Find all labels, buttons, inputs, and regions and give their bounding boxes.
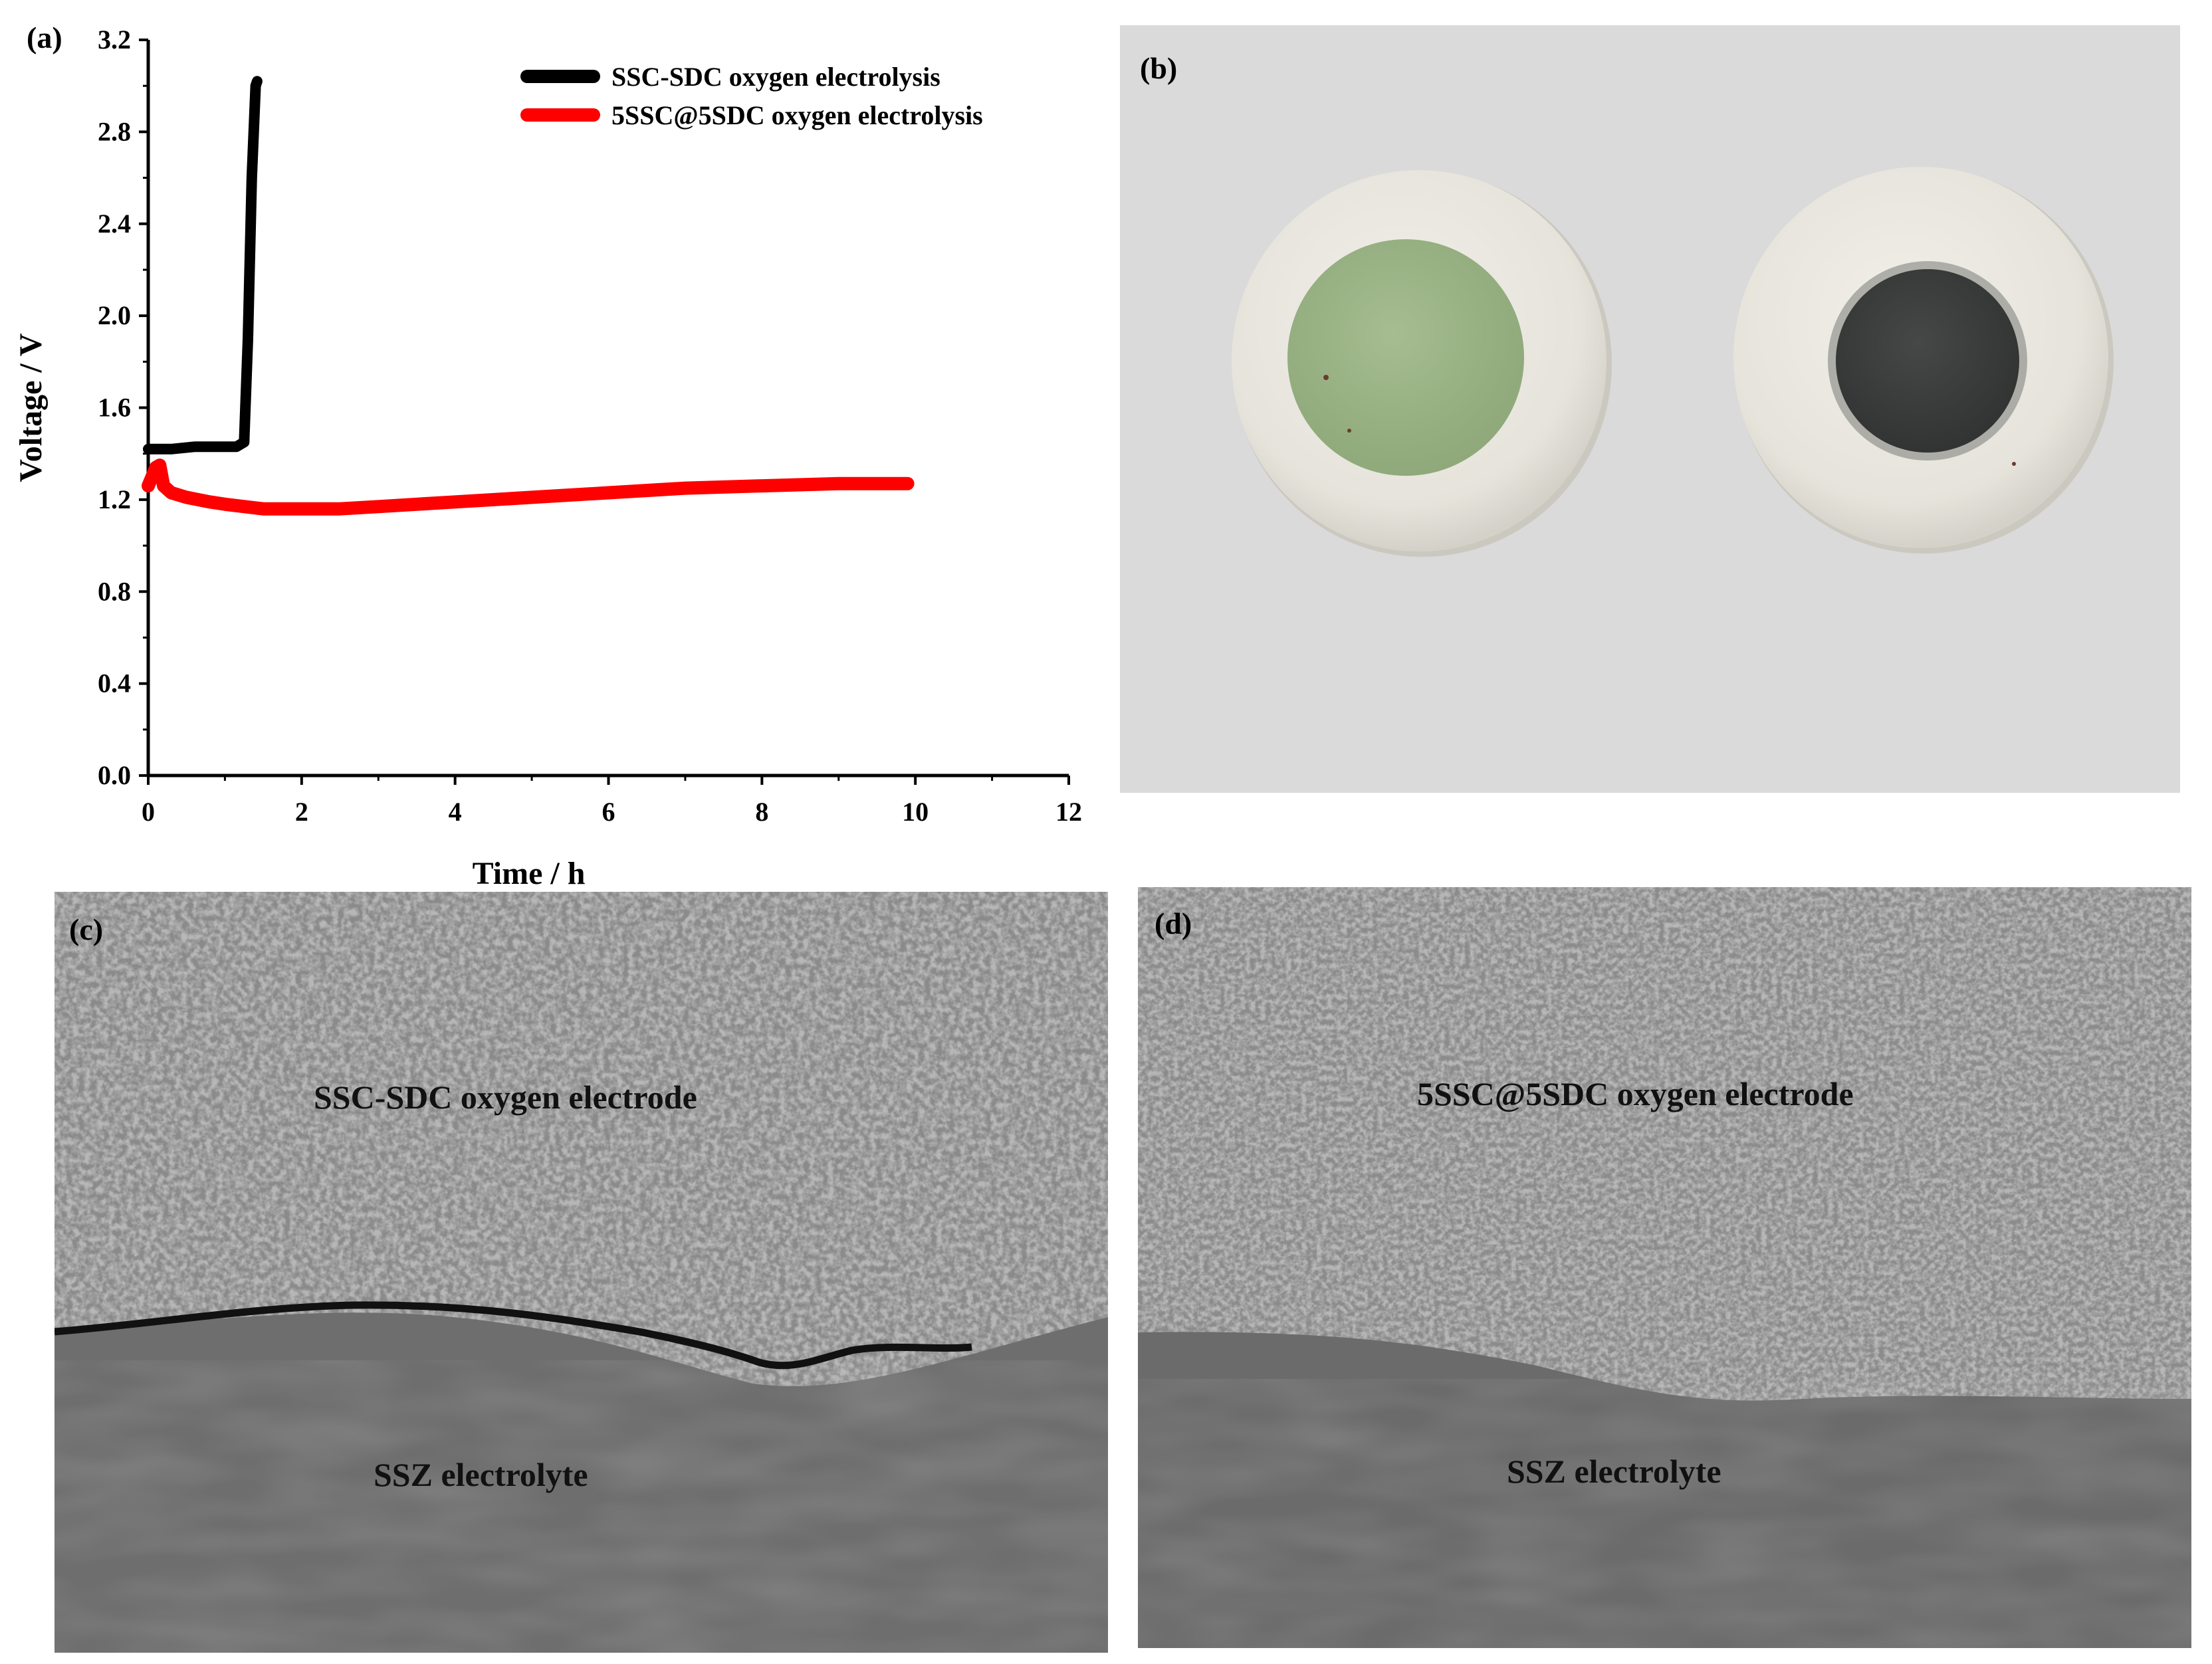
- legend-label-1: SSC-SDC oxygen electrolysis: [611, 62, 940, 92]
- panel-d-label: (d): [1155, 906, 1192, 940]
- x-tick-label: 0: [142, 797, 155, 827]
- voltage-time-chart: (a) 0.0 0.4 0.8 1.2 1.6 2.0 2.4 2.8 3.2 0 2 4 6 8 10 12 T…: [13, 21, 1082, 890]
- series-line-2: [142, 459, 915, 516]
- crack-line: [55, 1301, 972, 1370]
- panel-b-photo: (b): [1120, 25, 2180, 793]
- electrolyte-label-c: SSZ electrolyte: [374, 1456, 588, 1493]
- y-tick-label: 0.0: [98, 760, 131, 790]
- x-tick-label: 12: [1055, 797, 1082, 827]
- y-tick-label: 1.2: [98, 484, 131, 514]
- pellet-photo: [1232, 167, 2114, 557]
- electrode-label-d: 5SSC@5SDC oxygen electrode: [1417, 1075, 1854, 1112]
- y-tick-label: 0.4: [98, 669, 131, 698]
- sem-image-d: [1138, 887, 2191, 1648]
- series-line-1: [143, 76, 263, 455]
- sem-image-c: [55, 892, 1108, 1653]
- black-electrode-area: [1836, 269, 2019, 453]
- electrode-label-c: SSC-SDC oxygen electrode: [314, 1079, 697, 1116]
- x-tick-label: 2: [295, 797, 308, 827]
- y-tick-label: 2.8: [98, 116, 131, 146]
- green-electrode-area: [1287, 239, 1524, 476]
- legend-label-2: 5SSC@5SDC oxygen electrolysis: [611, 100, 983, 130]
- y-tick-label: 0.8: [98, 576, 131, 606]
- x-tick-label: 8: [755, 797, 768, 827]
- y-tick-label: 3.2: [98, 25, 131, 54]
- panel-b-label: (b): [1140, 51, 1178, 85]
- y-tick-label: 2.4: [98, 209, 131, 239]
- y-tick-label: 1.6: [98, 393, 131, 423]
- x-tick-label: 4: [449, 797, 462, 827]
- panel-a-label: (a): [27, 21, 62, 54]
- x-axis-title: Time / h: [473, 856, 586, 890]
- x-tick-label: 6: [602, 797, 615, 827]
- x-tick-label: 10: [902, 797, 929, 827]
- electrolyte-label-d: SSZ electrolyte: [1507, 1453, 1721, 1490]
- pellet-right: [1733, 167, 2114, 554]
- y-axis-title: Voltage / V: [13, 333, 49, 482]
- pellet-left: [1232, 170, 1612, 557]
- panel-c-sem: (c) SSC-SDC oxygen electrode SSZ electro…: [55, 892, 1108, 1653]
- panel-a-chart: (a) 0.0 0.4 0.8 1.2 1.6 2.0 2.4 2.8 3.2 0 2 4 6 8 10 12 T…: [0, 0, 1103, 890]
- panel-c-label: (c): [69, 912, 104, 946]
- y-tick-label: 2.0: [98, 300, 131, 330]
- panel-d-sem: (d) 5SSC@5SDC oxygen electrode SSZ elect…: [1138, 887, 2191, 1648]
